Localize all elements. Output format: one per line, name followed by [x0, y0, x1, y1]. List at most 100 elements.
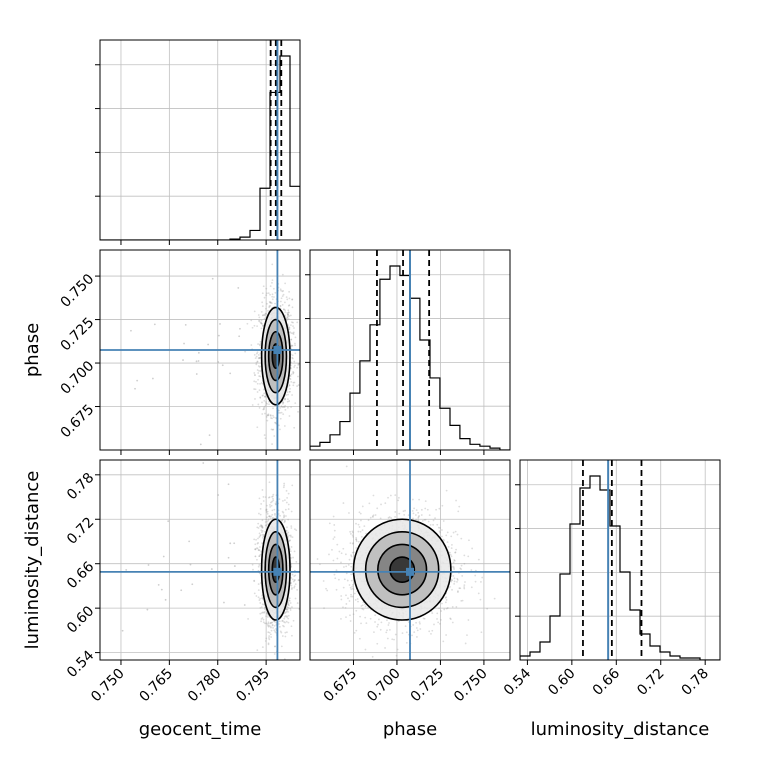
scatter-point [265, 615, 267, 618]
scatter-point [279, 630, 282, 633]
x-tick-label: 0.750 [88, 666, 128, 706]
scatter-point [280, 631, 283, 634]
scatter-point [374, 621, 376, 623]
scatter-point [288, 328, 291, 330]
scatter-point [261, 489, 264, 491]
scatter-point [456, 533, 459, 536]
scatter-point [257, 365, 260, 367]
scatter-point [294, 342, 296, 345]
scatter-point [279, 412, 281, 414]
scatter-point [340, 561, 342, 564]
y-tick-label: 0.750 [58, 271, 98, 311]
scatter-point [260, 322, 263, 324]
scatter-point [243, 604, 246, 606]
scatter-point [290, 588, 293, 590]
scatter-point [268, 515, 271, 518]
scatter-point [420, 514, 423, 516]
scatter-point [296, 366, 299, 369]
scatter-point [281, 406, 284, 409]
scatter-point [254, 357, 257, 360]
scatter-point [394, 516, 396, 518]
scatter-point [264, 395, 267, 398]
scatter-point [288, 315, 291, 317]
scatter-point [428, 514, 431, 517]
scatter-point [333, 573, 336, 576]
scatter-point [287, 531, 290, 534]
scatter-point [363, 525, 366, 528]
scatter-point [477, 558, 480, 561]
scatter-point [301, 635, 303, 637]
scatter-point [255, 547, 258, 550]
scatter-point [263, 313, 266, 316]
scatter-point [289, 390, 291, 393]
scatter-point [380, 621, 383, 624]
scatter-point [167, 520, 170, 523]
scatter-point [437, 526, 440, 529]
scatter-point [267, 413, 270, 416]
scatter-point [291, 306, 294, 309]
scatter-point [388, 622, 390, 624]
scatter-point [449, 618, 452, 620]
scatter-point [364, 648, 367, 651]
scatter-point [265, 292, 268, 295]
scatter-point [348, 512, 350, 514]
scatter-point [351, 531, 354, 534]
scatter-point [254, 543, 257, 546]
scatter-point [284, 631, 287, 634]
scatter-point [284, 398, 286, 400]
scatter-point [184, 323, 187, 326]
scatter-point [285, 620, 288, 623]
scatter-point [290, 380, 293, 383]
scatter-point [266, 419, 269, 422]
scatter-point [340, 552, 343, 555]
scatter-point [359, 615, 361, 618]
scatter-point [347, 597, 349, 600]
scatter-point [454, 551, 457, 554]
scatter-point [197, 360, 200, 362]
panel-frame [99, 459, 301, 661]
scatter-point [452, 561, 455, 564]
scatter-point [333, 529, 336, 532]
scatter-point [262, 496, 265, 498]
scatter-point [346, 579, 349, 582]
scatter-point [265, 504, 268, 507]
scatter-point [266, 612, 268, 615]
scatter-point [351, 530, 354, 533]
scatter-point [342, 606, 344, 609]
scatter-point [261, 594, 264, 597]
scatter-point [278, 623, 280, 625]
scatter-point [286, 526, 288, 529]
scatter-point [442, 538, 445, 541]
scatter-point [290, 557, 292, 559]
scatter-point [451, 543, 453, 546]
scatter-point [358, 637, 361, 640]
scatter-point [290, 344, 293, 347]
scatter-point [450, 535, 453, 538]
scatter-point [453, 583, 456, 585]
scatter-point [364, 605, 367, 608]
scatter-point [269, 633, 272, 636]
scatter-point [289, 607, 292, 610]
scatter-point [261, 617, 264, 619]
scatter-point [250, 319, 253, 322]
scatter-point [121, 629, 124, 632]
scatter-point [297, 362, 300, 365]
scatter-point [197, 351, 200, 354]
scatter-point [423, 617, 426, 620]
scatter-point [293, 360, 296, 363]
scatter-point [290, 565, 293, 568]
scatter-point [405, 641, 408, 644]
scatter-point [259, 612, 262, 615]
scatter-point [266, 623, 269, 625]
scatter-point [281, 295, 284, 298]
scatter-point [291, 332, 294, 335]
scatter-point [271, 428, 274, 431]
scatter-point [256, 351, 259, 354]
scatter-point [259, 321, 262, 324]
scatter-point [258, 320, 260, 322]
scatter-point [387, 624, 390, 626]
scatter-point [281, 510, 284, 513]
scatter-point [376, 642, 379, 645]
scatter-point [269, 414, 272, 416]
scatter-point [365, 532, 367, 535]
